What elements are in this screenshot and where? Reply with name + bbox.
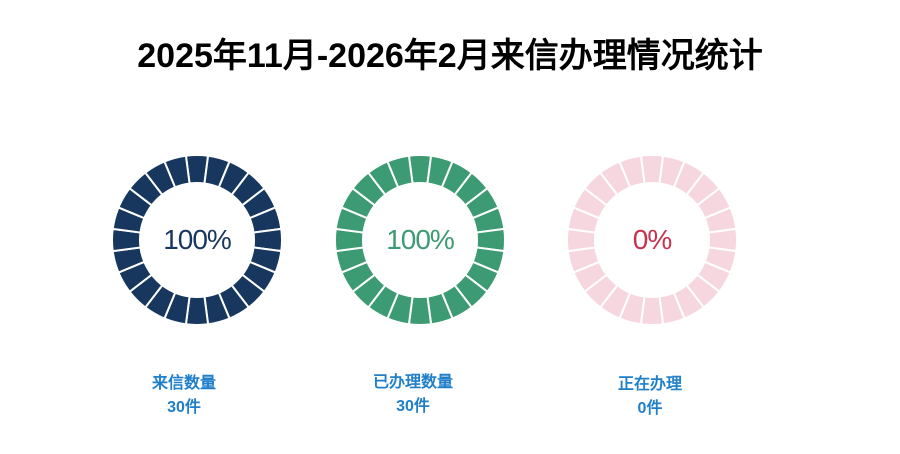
percent-processed: 100%: [386, 224, 455, 255]
page-title: 2025年11月-2026年2月来信办理情况统计: [137, 37, 763, 75]
ring-gauge-received-svg: [112, 155, 282, 325]
ring-gauge-in-progress: 0%: [567, 155, 737, 325]
caption-in-progress-count: 0件: [637, 400, 663, 417]
ring-gauge-processed-svg: [335, 155, 505, 325]
ring-gauge-processed: 100%: [335, 155, 505, 325]
ring-segment: [386, 155, 414, 189]
ring-segment: [163, 155, 191, 189]
caption-in-progress: 正在办理 0件: [560, 373, 740, 421]
caption-processed-count: 30件: [396, 398, 430, 415]
caption-in-progress-label: 正在办理: [617, 376, 682, 393]
ring-segment: [618, 155, 646, 189]
percent-received: 100%: [163, 224, 232, 255]
ring-gauge-in-progress-svg: [567, 155, 737, 325]
caption-processed-label: 已办理数量: [372, 374, 453, 391]
ring-gauge-received: 100%: [112, 155, 282, 325]
caption-received-label: 来信数量: [151, 375, 216, 392]
percent-in-progress: 0%: [632, 224, 672, 255]
caption-received: 来信数量 30件: [94, 372, 274, 420]
caption-received-count: 30件: [167, 399, 201, 416]
caption-processed: 已办理数量 30件: [323, 371, 503, 419]
